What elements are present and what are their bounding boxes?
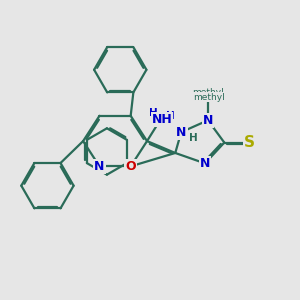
Text: H: H (149, 108, 158, 118)
Text: H: H (189, 133, 198, 142)
Text: NH: NH (152, 113, 172, 126)
Text: methyl: methyl (192, 88, 224, 97)
Text: S: S (244, 135, 255, 150)
Text: methyl: methyl (196, 96, 220, 102)
Text: O: O (125, 160, 136, 173)
Text: N: N (200, 157, 210, 170)
Text: N: N (94, 160, 105, 173)
Text: methyl: methyl (194, 93, 225, 102)
Text: N: N (176, 126, 186, 139)
Text: H: H (166, 111, 174, 121)
Text: N: N (203, 114, 213, 127)
